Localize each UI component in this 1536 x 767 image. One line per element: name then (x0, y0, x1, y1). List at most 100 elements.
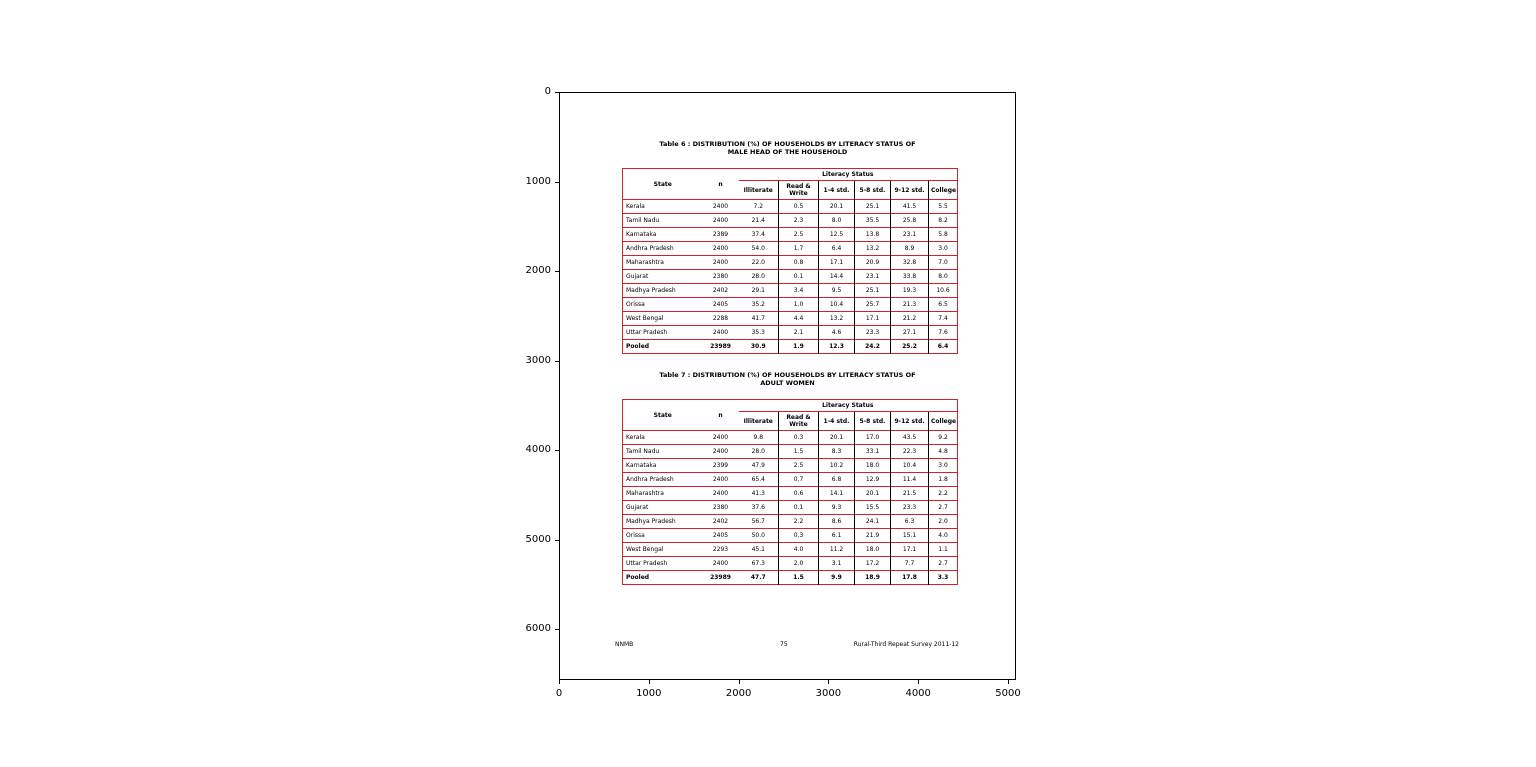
value-cell: 3.3 (927, 570, 958, 585)
value-cell: 23.1 (890, 227, 929, 242)
table7-title: Table 7 : DISTRIBUTION (%) OF HOUSEHOLDS… (560, 371, 1015, 387)
value-cell: 17.0 (854, 430, 891, 445)
value-cell: 21.2 (890, 311, 929, 326)
value-cell: 8.0 (927, 269, 958, 284)
value-cell: 17.1 (890, 542, 929, 557)
y-tick-mark (555, 92, 559, 93)
value-cell: 17.1 (854, 311, 891, 326)
table-row: West Bengal 2293 45.1 4.0 11.2 18.0 17.1 1.1 (622, 542, 958, 557)
y-tick-mark (555, 450, 559, 451)
value-cell: 47.9 (738, 458, 779, 473)
value-cell: 12.5 (818, 227, 855, 242)
value-cell: 41.3 (738, 486, 779, 501)
value-cell: 2405 (702, 297, 739, 312)
value-cell: 7.6 (927, 325, 958, 340)
y-tick-label: 3000 (525, 354, 551, 366)
col-header-1-4-std: 1-4 std. (818, 411, 855, 431)
value-cell: 2402 (702, 514, 739, 529)
literacy-table-male-head: State n Literacy Status Illiterate Read … (622, 168, 959, 354)
value-cell: 17.8 (890, 570, 929, 585)
value-cell: 2400 (702, 444, 739, 459)
state-cell: Pooled (622, 339, 703, 354)
value-cell: 21.4 (738, 213, 779, 228)
y-tick-mark (555, 181, 559, 183)
state-cell: Madhya Pradesh (622, 283, 703, 298)
value-cell: 65.4 (738, 472, 779, 487)
value-cell: 2405 (702, 528, 739, 543)
table-row: Andhra Pradesh 2400 54.0 1.7 6.4 13.2 8.9 3.0 (622, 241, 958, 256)
state-cell: Gujarat (622, 269, 703, 284)
value-cell: 2400 (702, 213, 739, 228)
state-cell: Andhra Pradesh (622, 472, 703, 487)
value-cell: 1.7 (778, 241, 819, 256)
value-cell: 2400 (702, 430, 739, 445)
value-cell: 0.3 (778, 430, 819, 445)
value-cell: 2400 (702, 472, 739, 487)
value-cell: 35.5 (854, 213, 891, 228)
value-cell: 41.5 (890, 199, 929, 214)
value-cell: 13.2 (854, 241, 891, 256)
y-tick-label: 0 (544, 86, 551, 97)
table-row: Uttar Pradesh 2400 67.3 2.0 3.1 17.2 7.7 2.7 (622, 556, 958, 571)
value-cell: 1.8 (927, 472, 958, 487)
value-cell: 41.7 (738, 311, 779, 326)
state-cell: Pooled (622, 570, 703, 585)
table-row: Kerala 2400 7.2 0.5 20.1 25.1 41.5 5.5 (622, 199, 958, 214)
state-cell: Madhya Pradesh (622, 514, 703, 529)
state-cell: West Bengal (622, 311, 703, 326)
state-cell: Karnataka (622, 227, 703, 242)
value-cell: 11.2 (818, 542, 855, 557)
value-cell: 2293 (702, 542, 739, 557)
value-cell: 12.3 (818, 339, 855, 354)
value-cell: 8.2 (927, 213, 958, 228)
state-cell: West Bengal (622, 542, 703, 557)
state-cell: Gujarat (622, 500, 703, 515)
value-cell: 2380 (702, 269, 739, 284)
value-cell: 2400 (702, 241, 739, 256)
col-header-state: State (653, 180, 672, 188)
value-cell: 56.7 (738, 514, 779, 529)
table-row: Andhra Pradesh 2400 65.4 0.7 6.8 12.9 11.4 1.8 (622, 472, 958, 487)
y-tick-label: 5000 (525, 533, 551, 545)
value-cell: 3.0 (927, 458, 958, 473)
footer-org-label: NNMB (615, 641, 634, 648)
value-cell: 0.1 (778, 500, 819, 515)
value-cell: 10.4 (818, 297, 855, 312)
col-header-read-write: Read & Write (778, 180, 819, 200)
value-cell: 20.1 (818, 430, 855, 445)
x-tick-mark (918, 680, 920, 684)
value-cell: 11.4 (890, 472, 929, 487)
value-cell: 67.3 (738, 556, 779, 571)
table-row: Madhya Pradesh 2402 29.1 3.4 9.5 25.1 19.3 10.6 (622, 283, 958, 298)
value-cell: 33.1 (854, 444, 891, 459)
y-tick-label: 1000 (525, 175, 551, 187)
table-row: Karnataka 2399 47.9 2.5 10.2 18.0 10.4 3.0 (622, 458, 958, 473)
value-cell: 2400 (702, 325, 739, 340)
value-cell: 0.7 (778, 472, 819, 487)
value-cell: 8.6 (818, 514, 855, 529)
table-row: Uttar Pradesh 2400 35.3 2.1 4.6 23.3 27.1 7.6 (622, 325, 958, 340)
value-cell: 6.4 (818, 241, 855, 256)
state-cell: Tamil Nadu (622, 444, 703, 459)
value-cell: 5.8 (927, 227, 958, 242)
value-cell: 37.6 (738, 500, 779, 515)
value-cell: 23.3 (854, 325, 891, 340)
value-cell: 2399 (702, 458, 739, 473)
value-cell: 2.2 (778, 514, 819, 529)
value-cell: 4.6 (818, 325, 855, 340)
value-cell: 6.8 (818, 472, 855, 487)
state-cell: Uttar Pradesh (622, 556, 703, 571)
value-cell: 21.3 (890, 297, 929, 312)
table-row: Maharashtra 2400 41.3 0.6 14.1 20.1 21.5 2.2 (622, 486, 958, 501)
value-cell: 54.0 (738, 241, 779, 256)
state-cell: Maharashtra (622, 486, 703, 501)
table-row: Kerala 2400 9.8 0.3 20.1 17.0 43.5 9.2 (622, 430, 958, 445)
value-cell: 2400 (702, 486, 739, 501)
table-row: Madhya Pradesh 2402 56.7 2.2 8.6 24.1 6.3 2.0 (622, 514, 958, 529)
value-cell: 13.8 (854, 227, 891, 242)
state-cell: Maharashtra (622, 255, 703, 270)
value-cell: 25.8 (890, 213, 929, 228)
value-cell: 8.3 (818, 444, 855, 459)
value-cell: 1.1 (927, 542, 958, 557)
value-cell: 45.1 (738, 542, 779, 557)
